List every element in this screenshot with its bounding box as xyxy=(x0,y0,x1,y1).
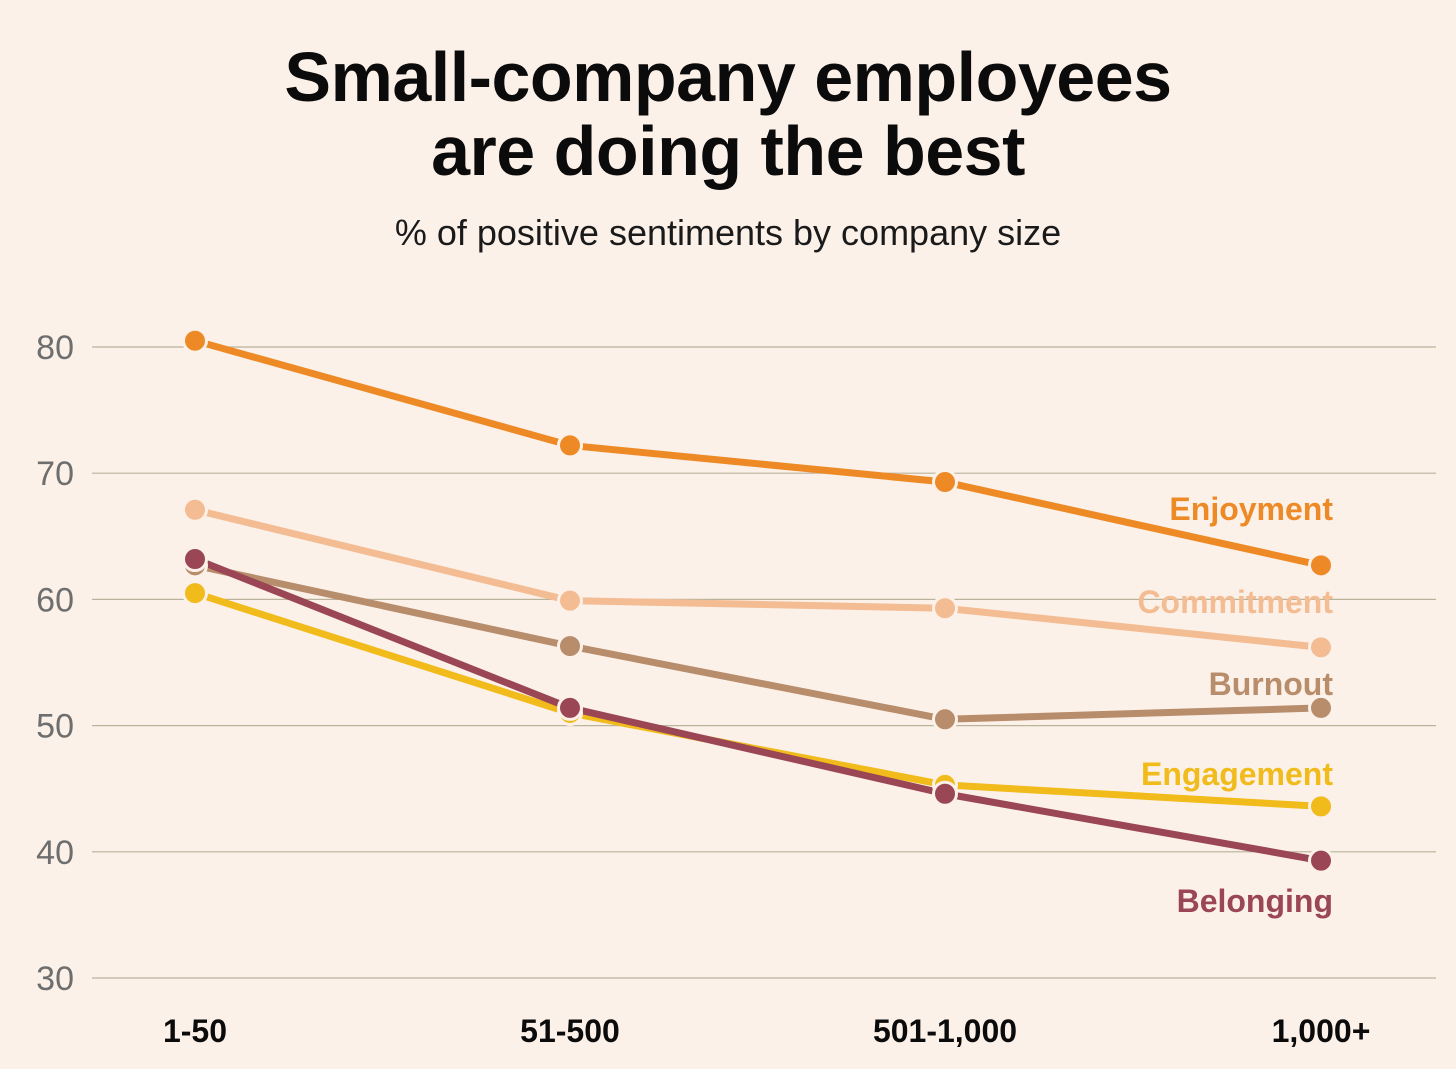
data-point-burnout xyxy=(1308,694,1334,721)
x-tick-label: 501-1,000 xyxy=(873,1013,1017,1049)
data-point-belonging xyxy=(932,780,958,807)
series-labels: Enjoyment Commitment Burnout Engagement Belo… xyxy=(1137,491,1333,919)
series-line-burnout xyxy=(191,561,1325,723)
series-label-burnout: Burnout xyxy=(1209,666,1334,702)
x-tick-label: 1,000+ xyxy=(1272,1013,1371,1049)
y-tick-label: 30 xyxy=(36,960,74,998)
series-label-belonging: Belonging xyxy=(1177,883,1333,919)
data-point-enjoyment xyxy=(182,327,208,354)
data-point-engagement xyxy=(182,580,208,607)
data-point-engagement xyxy=(1308,793,1334,820)
data-point-enjoyment xyxy=(557,432,583,459)
data-point-belonging xyxy=(1308,847,1334,874)
data-point-enjoyment xyxy=(1308,552,1334,579)
series-label-commitment: Commitment xyxy=(1137,584,1333,620)
x-tick-label: 1-50 xyxy=(163,1013,227,1049)
series-line-commitment xyxy=(191,506,1325,651)
series-line-belonging xyxy=(191,555,1325,865)
data-point-belonging xyxy=(557,694,583,721)
chart-subtitle: % of positive sentiments by company size xyxy=(394,212,1062,253)
series-line-enjoyment xyxy=(191,337,1325,569)
data-point-commitment xyxy=(557,587,583,614)
y-tick-label: 70 xyxy=(36,455,74,493)
y-tick-label: 80 xyxy=(36,329,74,367)
gridlines xyxy=(92,346,1436,979)
series-label-enjoyment: Enjoyment xyxy=(1169,491,1333,527)
data-point-belonging xyxy=(182,546,208,573)
series-label-engagement: Engagement xyxy=(1141,756,1333,792)
x-axis: 1-50 51-500 501-1,000 1,000+ xyxy=(163,1013,1370,1049)
data-point-commitment xyxy=(932,595,958,622)
data-point-commitment xyxy=(182,496,208,523)
x-tick-label: 51-500 xyxy=(520,1013,620,1049)
data-point-burnout xyxy=(932,706,958,733)
y-tick-label: 40 xyxy=(36,834,74,872)
chart-title-line-1: Small-company employees xyxy=(284,38,1172,116)
data-point-commitment xyxy=(1308,634,1334,661)
data-point-burnout xyxy=(557,633,583,660)
chart-title: Small-company employees are doing the be… xyxy=(0,40,1456,188)
y-axis: 30 40 50 60 70 80 xyxy=(36,329,74,998)
y-tick-label: 60 xyxy=(36,581,74,619)
series-lines xyxy=(191,337,1325,865)
y-tick-label: 50 xyxy=(36,708,74,746)
data-point-enjoyment xyxy=(932,469,958,496)
chart-title-line-2: are doing the best xyxy=(431,112,1025,190)
series-points xyxy=(182,327,1334,874)
